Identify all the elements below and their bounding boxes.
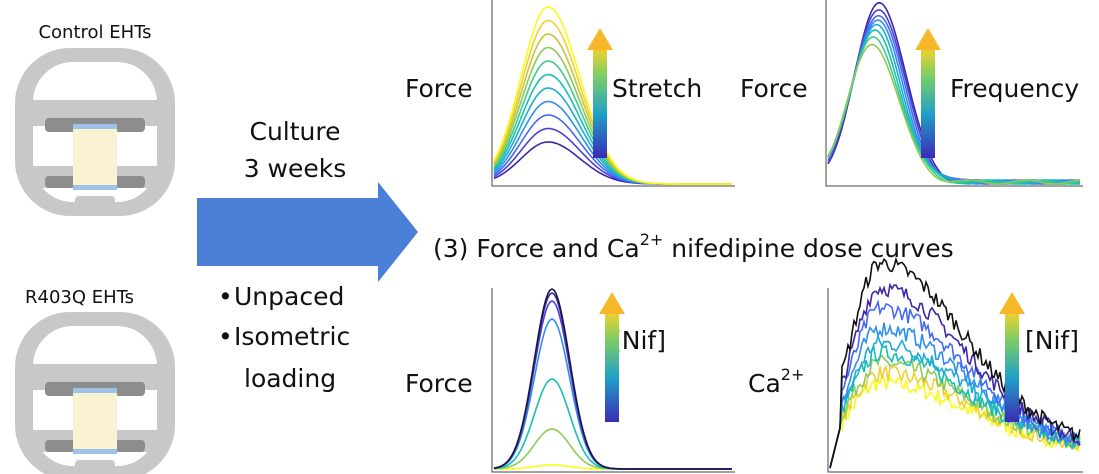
block-arrow <box>197 182 418 282</box>
bullet: • <box>218 282 233 311</box>
device-icon <box>15 312 175 474</box>
y-label: Force <box>405 369 473 398</box>
bullet-text: loading <box>244 364 336 393</box>
arrow-label: Stretch <box>612 74 702 103</box>
arrow-text: 3 weeks <box>244 154 347 183</box>
trace <box>828 45 1080 185</box>
figure: Control EHTs R403Q EHTs Culture 3 weeks … <box>0 0 1099 474</box>
gradient-arrow <box>999 292 1025 422</box>
trace <box>828 30 1080 184</box>
y-label: Ca2+ <box>748 365 804 399</box>
device-icon <box>15 48 175 216</box>
arrow-label: [Nif] <box>1025 326 1079 355</box>
bullet: • <box>218 322 233 351</box>
control-label: Control EHTs <box>38 22 151 43</box>
arrow-text: Culture <box>249 117 340 146</box>
arrow-label: Frequency <box>950 74 1079 103</box>
arrow-label: [Nif] <box>612 326 666 355</box>
caption: (3) Force and Ca2+ nifedipine dose curve… <box>433 230 954 264</box>
y-label: Force <box>740 74 808 103</box>
trace <box>830 366 1080 468</box>
mutant-label: R403Q EHTs <box>25 287 134 308</box>
bullet-text: Isometric <box>234 322 350 351</box>
bullet-text: Unpaced <box>234 282 344 311</box>
trace <box>828 37 1080 184</box>
gradient-arrow <box>599 292 625 422</box>
trace <box>494 429 732 469</box>
y-label: Force <box>405 74 473 103</box>
